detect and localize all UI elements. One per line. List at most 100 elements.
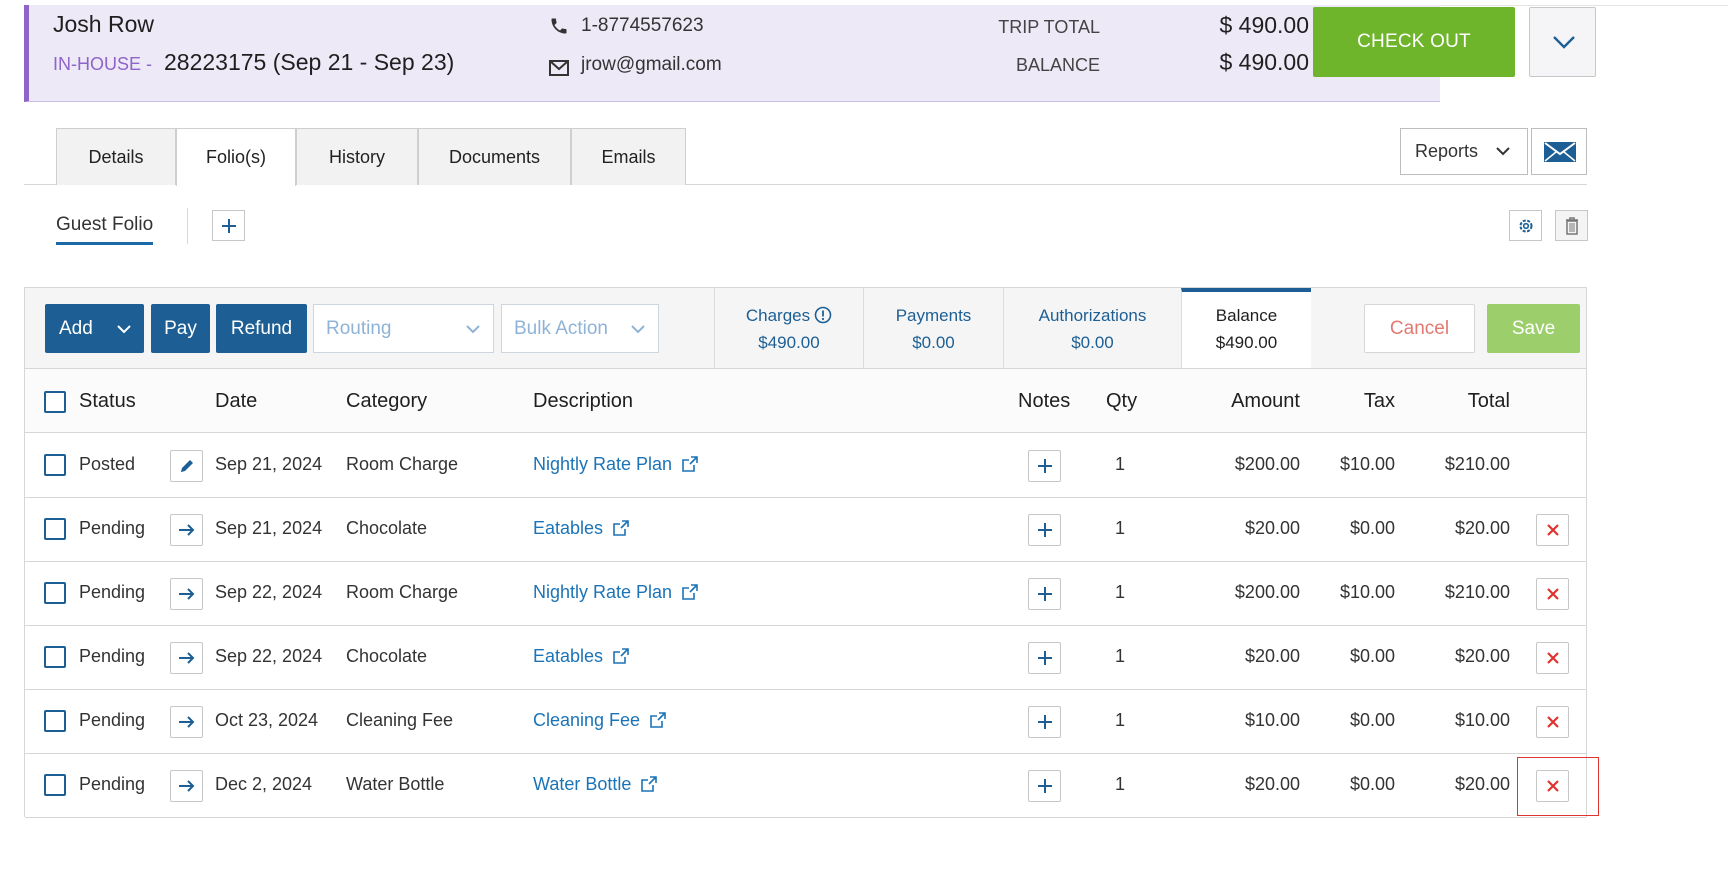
guest-name: Josh Row bbox=[53, 11, 154, 37]
tab-folios[interactable]: Folio(s) bbox=[176, 128, 296, 186]
row-total: $210.00 bbox=[1444, 582, 1510, 602]
row-description: Water Bottle bbox=[533, 774, 632, 794]
summary-payments[interactable]: Payments $0.00 bbox=[863, 288, 1003, 368]
row-description-link[interactable]: Nightly Rate Plan bbox=[533, 582, 698, 603]
external-link-icon bbox=[641, 776, 658, 792]
tab-history[interactable]: History bbox=[296, 128, 418, 185]
post-row-button[interactable] bbox=[170, 578, 203, 610]
delete-row-button[interactable] bbox=[1536, 770, 1569, 802]
delete-row-button[interactable] bbox=[1536, 514, 1569, 546]
row-amount: $20.00 bbox=[1244, 518, 1300, 538]
bulk-action-label: Bulk Action bbox=[514, 318, 608, 339]
row-description-link[interactable]: Water Bottle bbox=[533, 774, 658, 795]
refund-button[interactable]: Refund bbox=[216, 304, 307, 353]
delete-row-button[interactable] bbox=[1536, 578, 1569, 610]
email-folio-button[interactable] bbox=[1531, 128, 1587, 175]
external-link-icon bbox=[650, 712, 666, 728]
post-row-button[interactable] bbox=[170, 706, 203, 738]
summary-charges[interactable]: Charges $490.00 bbox=[714, 288, 863, 368]
row-qty: 1 bbox=[1114, 646, 1125, 666]
add-note-button[interactable] bbox=[1028, 578, 1061, 610]
check-out-button[interactable]: CHECK OUT bbox=[1313, 7, 1515, 77]
top-divider bbox=[1440, 5, 1728, 6]
row-description-link[interactable]: Eatables bbox=[533, 646, 629, 667]
column-status: Status bbox=[79, 390, 136, 412]
folio-panel: Add Pay Refund Routing Bulk Action Charg… bbox=[24, 287, 1587, 818]
tab-emails[interactable]: Emails bbox=[571, 128, 686, 185]
add-button[interactable]: Add bbox=[45, 304, 144, 353]
reports-dropdown[interactable]: Reports bbox=[1400, 128, 1528, 175]
delete-row-button[interactable] bbox=[1536, 706, 1569, 738]
row-checkbox[interactable] bbox=[44, 582, 66, 604]
tab-documents[interactable]: Documents bbox=[418, 128, 571, 185]
row-description-link[interactable]: Eatables bbox=[533, 518, 629, 539]
row-status: Pending bbox=[79, 710, 146, 730]
edit-row-button[interactable] bbox=[170, 450, 203, 482]
close-icon bbox=[1546, 651, 1560, 665]
row-checkbox[interactable] bbox=[44, 646, 66, 668]
external-link-icon bbox=[682, 584, 698, 600]
post-row-button[interactable] bbox=[170, 642, 203, 674]
tab-details[interactable]: Details bbox=[56, 128, 176, 185]
folio-settings-button[interactable] bbox=[1509, 210, 1542, 241]
summary-balance[interactable]: Balance $490.00 bbox=[1181, 288, 1311, 368]
bulk-action-select[interactable]: Bulk Action bbox=[501, 304, 659, 353]
delete-row-button[interactable] bbox=[1536, 642, 1569, 674]
row-checkbox[interactable] bbox=[44, 774, 66, 796]
info-icon[interactable] bbox=[814, 306, 832, 324]
charges-label: Charges bbox=[745, 306, 811, 325]
column-date: Date bbox=[215, 390, 258, 412]
column-notes: Notes bbox=[1018, 390, 1071, 412]
row-qty: 1 bbox=[1114, 518, 1125, 538]
add-folio-button[interactable] bbox=[212, 210, 245, 241]
row-category: Room Charge bbox=[346, 454, 459, 474]
post-row-button[interactable] bbox=[170, 514, 203, 546]
row-amount: $20.00 bbox=[1244, 774, 1300, 794]
routing-select[interactable]: Routing bbox=[313, 304, 494, 353]
cancel-button[interactable]: Cancel bbox=[1364, 304, 1475, 353]
row-date: Sep 22, 2024 bbox=[215, 646, 323, 666]
row-checkbox[interactable] bbox=[44, 710, 66, 732]
add-label: Add bbox=[59, 318, 93, 339]
authorizations-value: $0.00 bbox=[1071, 333, 1114, 352]
row-description: Eatables bbox=[533, 646, 604, 666]
delete-folio-button[interactable] bbox=[1555, 210, 1588, 241]
folio-divider bbox=[187, 208, 188, 244]
pencil-icon bbox=[179, 458, 195, 474]
row-checkbox[interactable] bbox=[44, 518, 66, 540]
add-note-button[interactable] bbox=[1028, 514, 1061, 546]
row-description-link[interactable]: Nightly Rate Plan bbox=[533, 454, 698, 475]
plus-icon bbox=[1037, 458, 1053, 474]
add-note-button[interactable] bbox=[1028, 642, 1061, 674]
row-tax: $10.00 bbox=[1339, 582, 1395, 602]
add-note-button[interactable] bbox=[1028, 770, 1061, 802]
plus-icon bbox=[1037, 522, 1053, 538]
row-description-link[interactable]: Cleaning Fee bbox=[533, 710, 666, 731]
row-tax: $0.00 bbox=[1349, 518, 1395, 538]
row-description: Cleaning Fee bbox=[533, 710, 641, 730]
summary-authorizations[interactable]: Authorizations $0.00 bbox=[1003, 288, 1181, 368]
guest-phone[interactable]: 1-8774557623 bbox=[581, 15, 704, 36]
row-description: Nightly Rate Plan bbox=[533, 582, 673, 602]
more-options-button[interactable] bbox=[1529, 7, 1596, 77]
save-button[interactable]: Save bbox=[1487, 304, 1580, 353]
row-total: $10.00 bbox=[1454, 710, 1510, 730]
add-note-button[interactable] bbox=[1028, 450, 1061, 482]
arrow-right-icon bbox=[178, 523, 196, 537]
authorizations-label: Authorizations bbox=[1038, 306, 1147, 325]
guest-email[interactable]: jrow@gmail.com bbox=[581, 54, 722, 75]
arrow-right-icon bbox=[178, 715, 196, 729]
add-note-button[interactable] bbox=[1028, 706, 1061, 738]
row-date: Sep 22, 2024 bbox=[215, 582, 323, 602]
post-row-button[interactable] bbox=[170, 770, 203, 802]
select-all-checkbox[interactable] bbox=[44, 391, 66, 413]
row-date: Oct 23, 2024 bbox=[215, 710, 319, 730]
arrow-right-icon bbox=[178, 651, 196, 665]
folio-tab-guest[interactable]: Guest Folio bbox=[56, 214, 154, 245]
row-checkbox[interactable] bbox=[44, 454, 66, 476]
chevron-down-icon bbox=[116, 321, 132, 337]
folio-toolbar: Add Pay Refund Routing Bulk Action Charg… bbox=[25, 288, 1586, 369]
row-amount: $20.00 bbox=[1244, 646, 1300, 666]
row-status: Pending bbox=[79, 646, 146, 666]
pay-button[interactable]: Pay bbox=[151, 304, 210, 353]
